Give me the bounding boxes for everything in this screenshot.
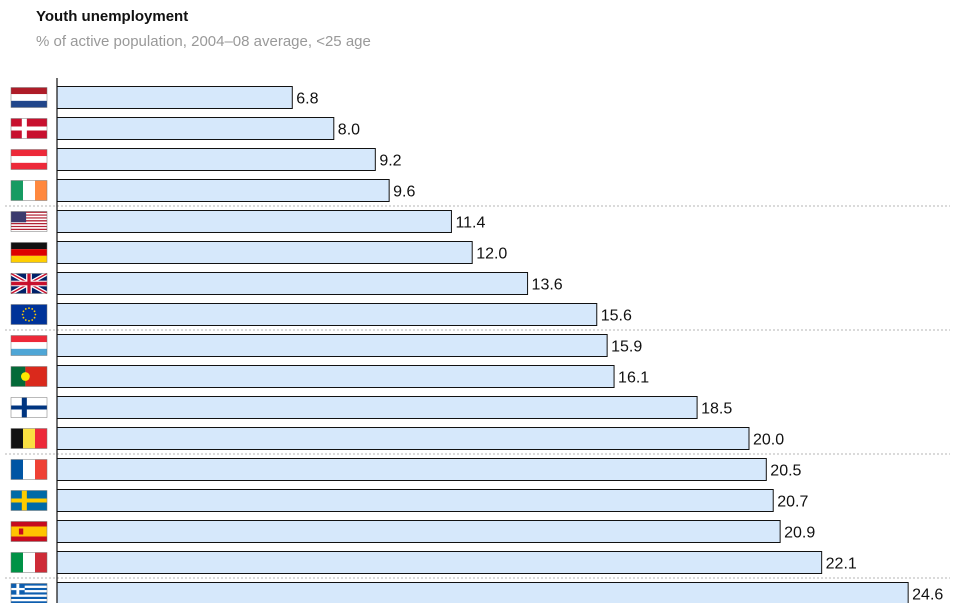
finland-flag-icon — [10, 397, 48, 418]
bar-netherlands — [56, 86, 293, 109]
chart-subtitle: % of active population, 2004–08 average,… — [36, 33, 371, 50]
spain-flag-icon — [10, 521, 48, 542]
uk-flag-icon — [10, 271, 48, 296]
value-label: 13.6 — [532, 277, 563, 294]
value-label: 12.0 — [476, 246, 507, 263]
bar-austria — [56, 148, 376, 171]
value-label: 11.4 — [455, 215, 485, 232]
value-label: 16.1 — [618, 370, 649, 387]
bar-luxembourg — [56, 334, 608, 357]
value-label: 8.0 — [338, 122, 360, 139]
value-label: 9.2 — [379, 153, 401, 170]
chart-title: Youth unemployment — [36, 8, 189, 25]
bar-united-states — [56, 210, 452, 233]
france-flag-icon — [10, 459, 48, 480]
usa-flag-icon — [10, 211, 48, 232]
value-label: 20.5 — [770, 463, 801, 480]
greece-flag-icon — [10, 583, 48, 603]
value-label: 22.1 — [826, 556, 857, 573]
bar-denmark — [56, 117, 335, 140]
bar-italy — [56, 551, 823, 574]
austria-flag-icon — [10, 149, 48, 170]
bar-france — [56, 458, 767, 481]
bar-portugal — [56, 365, 615, 388]
germany-flag-icon — [10, 242, 48, 263]
luxembourg-flag-icon — [10, 335, 48, 356]
belgium-flag-icon — [10, 428, 48, 449]
value-label: 6.8 — [296, 91, 318, 108]
denmark-flag-icon — [10, 118, 48, 139]
bar-belgium — [56, 427, 750, 450]
italy-flag-icon — [10, 552, 48, 573]
value-label: 20.7 — [777, 494, 808, 511]
bar-european-union — [56, 303, 598, 326]
eu-flag-icon — [10, 304, 48, 325]
value-label: 18.5 — [701, 401, 732, 418]
value-label: 15.6 — [601, 308, 632, 325]
bar-spain — [56, 520, 781, 543]
bar-germany — [56, 241, 473, 264]
value-label: 9.6 — [393, 184, 415, 201]
value-label: 15.9 — [611, 339, 642, 356]
bar-greece — [56, 582, 909, 603]
value-label: 20.9 — [784, 525, 815, 542]
sweden-flag-icon — [10, 490, 48, 511]
portugal-flag-icon — [10, 366, 48, 387]
value-label: 20.0 — [753, 432, 784, 449]
bar-sweden — [56, 489, 774, 512]
value-label: 24.6 — [912, 587, 943, 603]
ireland-flag-icon — [10, 180, 48, 201]
netherlands-flag-icon — [10, 87, 48, 108]
bar-united-kingdom — [56, 272, 529, 295]
bar-ireland — [56, 179, 390, 202]
bar-finland — [56, 396, 698, 419]
